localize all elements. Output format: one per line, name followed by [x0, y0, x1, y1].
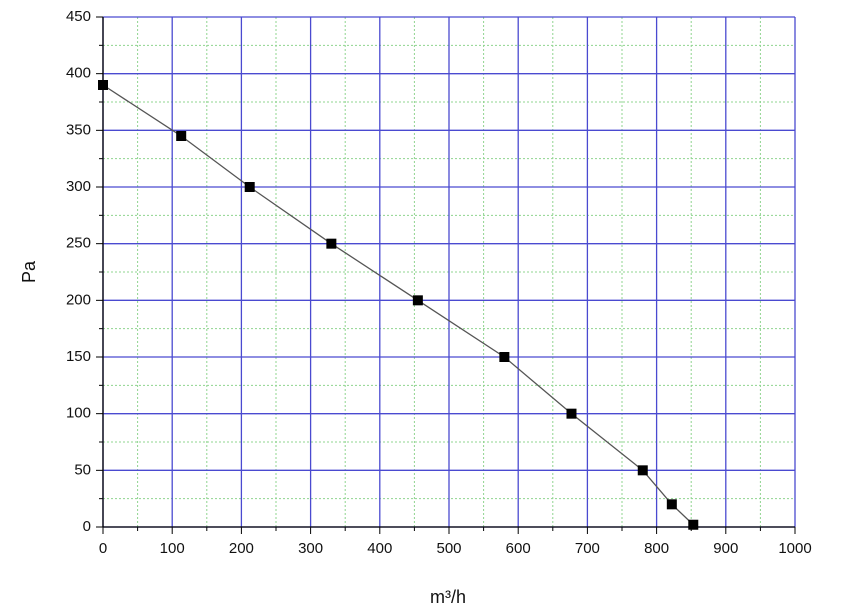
x-axis-label: m³/h [430, 587, 466, 607]
x-tick-label: 800 [644, 540, 669, 557]
y-axis-label: Pa [19, 260, 39, 283]
data-line [102, 84, 694, 526]
x-tick-label: 100 [160, 540, 185, 557]
data-point [326, 238, 337, 249]
x-tick-label: 500 [436, 540, 461, 557]
y-tick-label: 150 [66, 348, 91, 365]
x-tick-label: 400 [367, 540, 392, 557]
y-tick-label: 0 [83, 518, 91, 535]
data-point [666, 499, 677, 510]
data-point [176, 131, 187, 141]
y-tick-label: 200 [66, 291, 91, 308]
y-tick-label: 400 [66, 65, 91, 82]
y-tick-label: 300 [66, 178, 91, 195]
y-tick-label: 250 [66, 235, 91, 252]
data-point [499, 352, 510, 362]
data-point [566, 408, 577, 419]
y-tick-label: 450 [66, 8, 91, 25]
x-tick-label: 1000 [778, 540, 811, 557]
data-point [98, 80, 108, 90]
data-point [637, 465, 648, 476]
x-tick-label: 900 [713, 540, 738, 557]
x-tick-label: 700 [575, 540, 600, 557]
y-tick-label: 350 [66, 121, 91, 138]
x-tick-label: 600 [506, 540, 531, 557]
y-tick-label: 100 [66, 405, 91, 422]
y-tick-label: 50 [74, 461, 91, 478]
data-point [412, 295, 423, 306]
data-point [688, 519, 699, 530]
x-tick-label: 200 [229, 540, 254, 557]
x-tick-label: 300 [298, 540, 323, 557]
x-tick-label: 0 [99, 540, 107, 557]
data-point [244, 182, 255, 192]
